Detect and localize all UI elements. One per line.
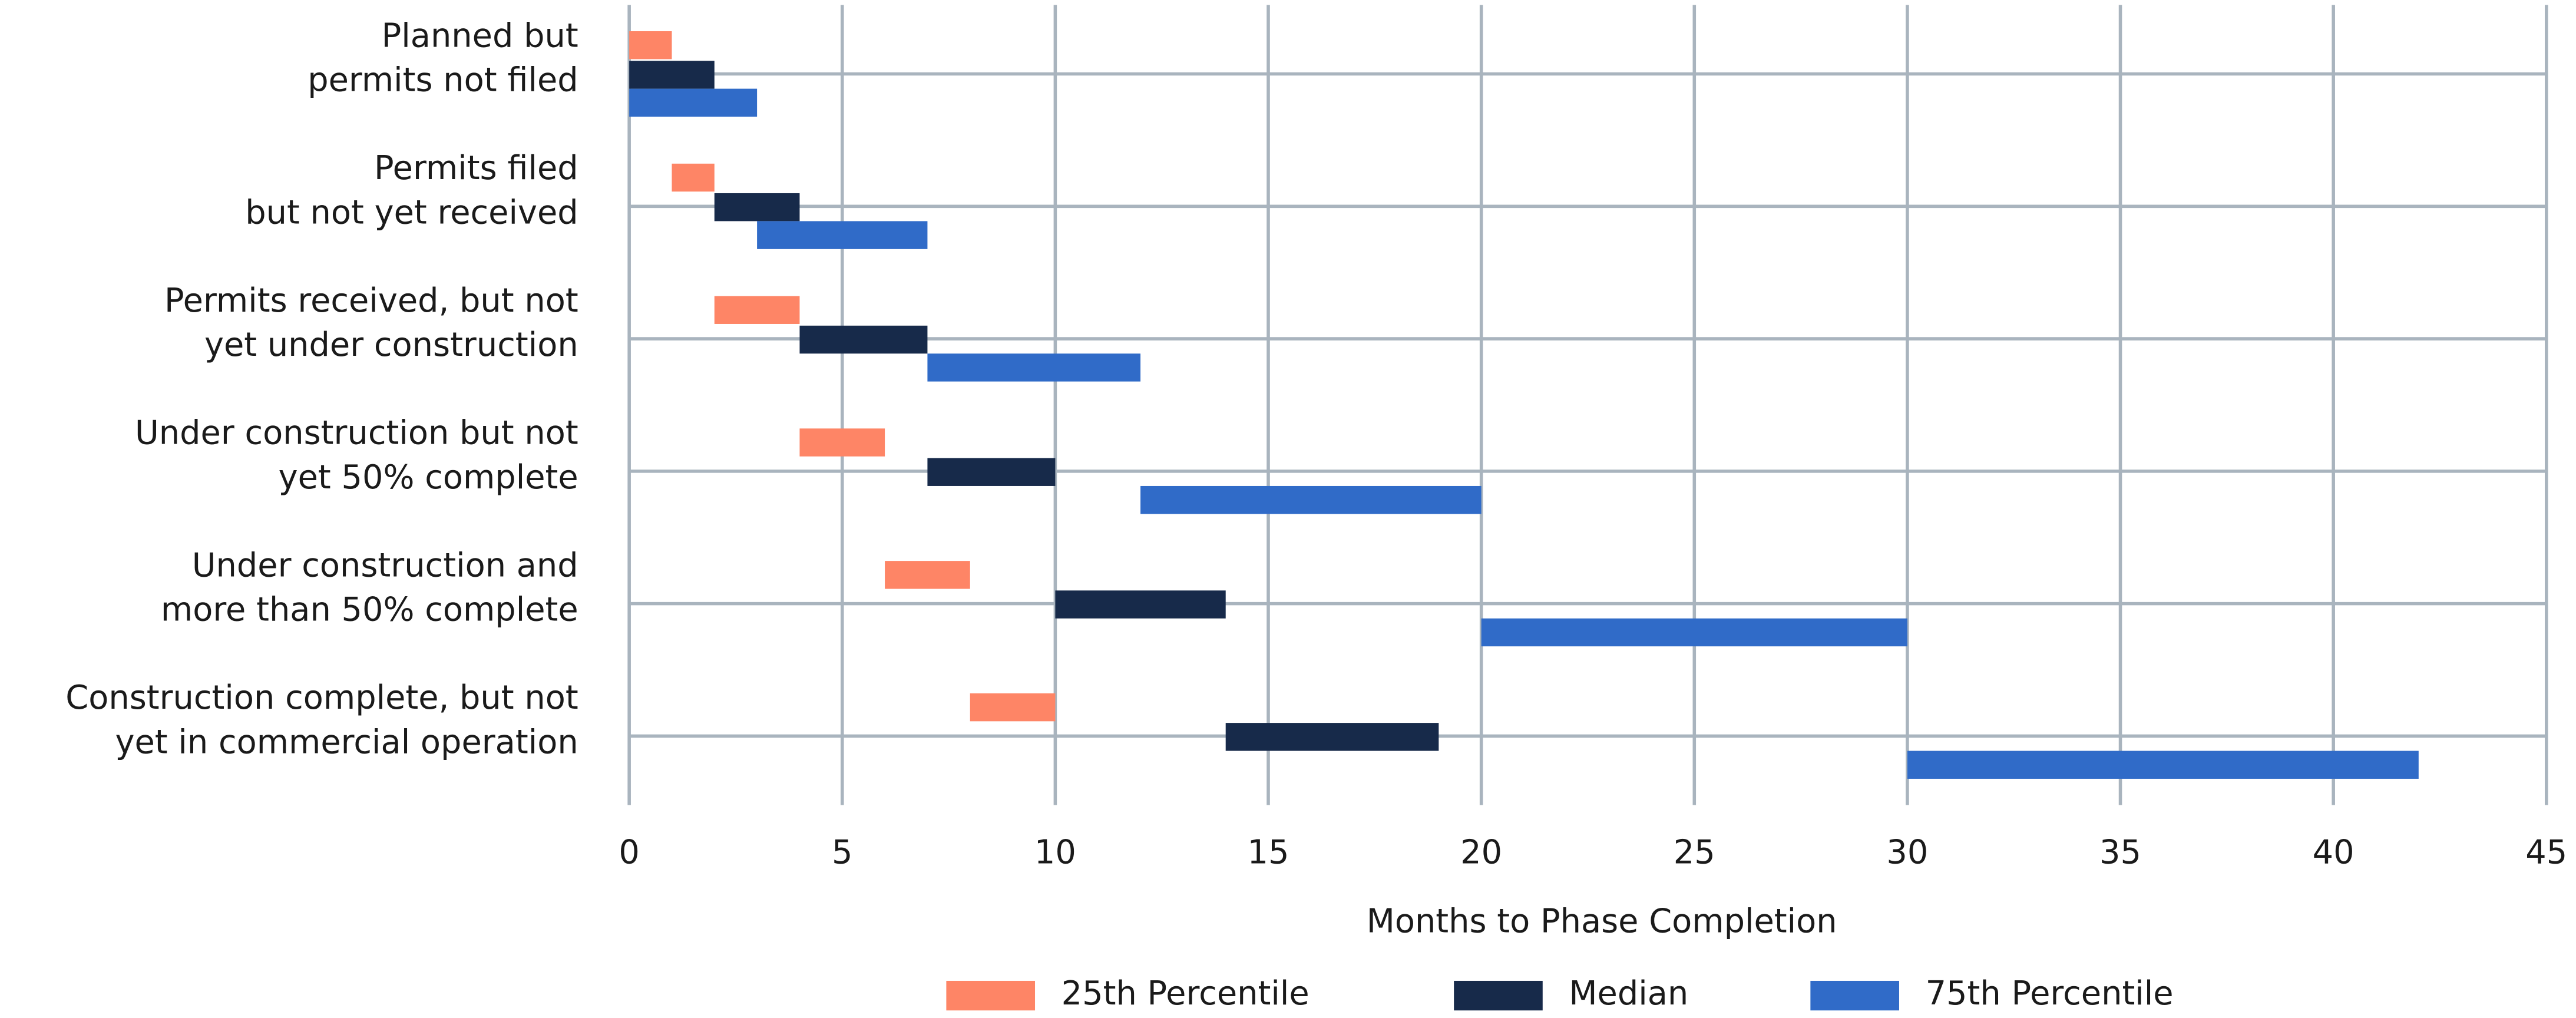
y-tick-label: Under construction but not: [135, 414, 578, 452]
x-tick-label: 25: [1674, 833, 1715, 871]
y-tick-label: but not yet received: [245, 193, 578, 232]
x-tick-label: 45: [2525, 833, 2567, 871]
bar: [799, 325, 928, 354]
bar: [799, 428, 885, 457]
bar: [714, 296, 800, 324]
bar: [1225, 723, 1439, 751]
bar: [1055, 590, 1226, 619]
bar: [672, 163, 715, 192]
bar: [927, 458, 1056, 486]
y-tick-label: Permits filed: [374, 149, 578, 187]
bar: [757, 221, 928, 249]
x-tick-label: 10: [1034, 833, 1076, 871]
x-tick-label: 20: [1460, 833, 1502, 871]
x-tick-label: 40: [2313, 833, 2355, 871]
bar: [1140, 485, 1482, 514]
y-tick-label: yet under construction: [204, 326, 578, 364]
legend-label: 25th Percentile: [1062, 974, 1310, 1013]
legend-swatch: [1810, 980, 1899, 1011]
y-tick-label: Under construction and: [192, 546, 578, 584]
legend-swatch: [1454, 980, 1543, 1011]
bar: [629, 61, 715, 89]
bar: [927, 353, 1141, 382]
x-tick-label: 35: [2099, 833, 2141, 871]
x-tick-label: 15: [1248, 833, 1289, 871]
legend-label: 75th Percentile: [1926, 974, 2174, 1013]
y-tick-label: yet in commercial operation: [115, 723, 578, 761]
x-tick-label: 30: [1886, 833, 1928, 871]
y-tick-label: yet 50% complete: [279, 458, 578, 497]
y-tick-label: Planned but: [382, 16, 578, 55]
y-tick-label: permits not filed: [307, 61, 578, 100]
bar: [970, 693, 1056, 722]
y-tick-label: more than 50% complete: [161, 591, 578, 629]
bar: [1481, 618, 1907, 647]
bar: [1907, 751, 2419, 779]
y-tick-label: Construction complete, but not: [65, 679, 578, 717]
bar: [714, 193, 800, 222]
legend-label: Median: [1569, 974, 1688, 1013]
bar: [629, 31, 672, 60]
legend-swatch: [946, 980, 1036, 1011]
x-tick-label: 0: [619, 833, 639, 871]
bar: [629, 88, 758, 117]
y-tick-label: Permits received, but not: [164, 282, 578, 320]
x-tick-label: 5: [832, 833, 852, 871]
bar: [885, 561, 970, 589]
x-axis-title: Months to Phase Completion: [1367, 902, 1837, 940]
